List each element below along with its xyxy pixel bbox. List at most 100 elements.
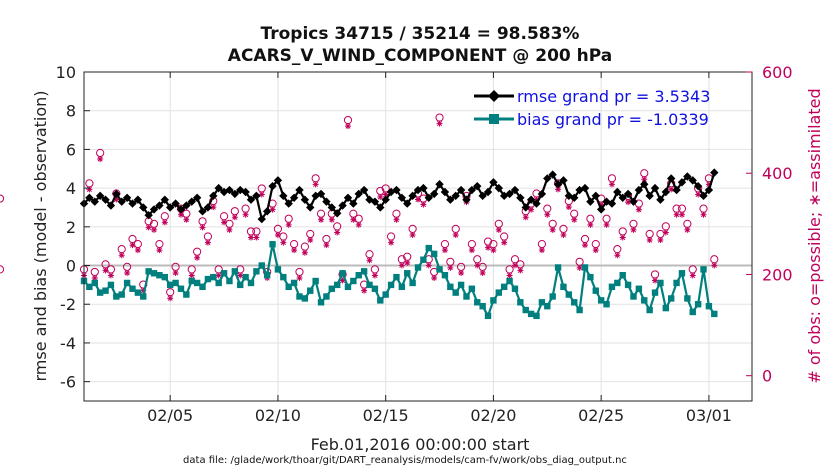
bias-point-76	[490, 297, 497, 304]
obs-assimilated-point-8	[124, 269, 131, 276]
bias-point-80	[511, 285, 519, 292]
bias-point-65	[430, 250, 438, 258]
bias-point-107	[657, 279, 664, 287]
x-tick-label-2: 02/15	[363, 406, 409, 425]
rmse-point-112	[683, 172, 692, 181]
rmse-point-60	[403, 199, 412, 208]
bias-point-42	[307, 287, 314, 294]
rmse-point-47	[332, 209, 342, 218]
obs-assimilated-point-48	[339, 277, 346, 284]
bias-point-25	[215, 279, 222, 287]
rmse-point-7	[117, 197, 126, 206]
bias-point-1	[86, 283, 93, 291]
bias-point-114	[694, 301, 702, 308]
bias-point-21	[193, 279, 201, 287]
rmse-point-39	[289, 193, 299, 202]
bias-point-106	[651, 289, 659, 296]
obs-assimilated-point-87	[549, 226, 556, 233]
bias-point-2	[91, 279, 98, 287]
obs-assimilated-point-19	[183, 216, 190, 223]
obs-assimilated-point-25	[215, 272, 222, 279]
bias-point-17	[172, 279, 179, 287]
obs-assimilated-point-77	[495, 226, 502, 233]
obs-assimilated-point-37	[280, 239, 287, 246]
rmse-point-34	[262, 207, 272, 216]
obs-assimilated-point-5	[107, 272, 114, 279]
bias-point-87	[549, 293, 556, 300]
y-tick-label-1: -4	[60, 334, 76, 353]
rmse-point-67	[440, 187, 450, 197]
bias-point-69	[452, 289, 459, 296]
rmse-point-59	[397, 193, 407, 202]
bias-point-59	[398, 283, 406, 291]
rmse-point-93	[580, 183, 590, 193]
rmse-point-65	[429, 189, 439, 199]
rmse-point-11	[139, 203, 148, 212]
bias-point-19	[183, 291, 190, 298]
rmse-point-49	[343, 193, 353, 202]
rmse-point-101	[623, 189, 633, 199]
rmse-point-64	[424, 193, 433, 202]
bias-point-68	[447, 283, 454, 291]
rmse-point-28	[230, 189, 240, 199]
obs-assimilated-point-66	[436, 120, 443, 127]
obs-assimilated-point-49	[344, 123, 351, 130]
rmse-point-44	[316, 189, 326, 199]
obs-assimilated-point-115	[700, 211, 707, 218]
obs-assimilated-point-38	[285, 221, 292, 228]
bias-point-13	[150, 270, 158, 277]
legend: rmse grand pr = 3.5343 bias grand pr = -…	[474, 87, 710, 129]
bias-point-43	[312, 277, 319, 285]
y-axis-right-ticks: 0 200 400 600	[746, 63, 793, 386]
x-tick-label-1: 02/10	[255, 406, 301, 425]
rmse-point-89	[559, 176, 568, 185]
bias-point-70	[457, 281, 465, 289]
obs-assimilated-point-107	[657, 237, 664, 244]
bias-point-56	[382, 291, 389, 298]
bias-point-34	[263, 272, 271, 279]
y-axis-right-label: # of obs: o=possible; ∗=assimilated	[805, 88, 824, 383]
obs-assimilated-point-30	[242, 211, 249, 218]
rmse-point-23	[203, 203, 213, 212]
obs-assimilated-point-111	[678, 211, 685, 218]
obs-assimilated-point-95	[592, 247, 599, 254]
bias-point-7	[118, 291, 125, 298]
legend-bias-marker	[489, 114, 499, 124]
obs-assimilated-point-74	[479, 269, 486, 276]
y-tick-label-3: 0	[66, 257, 76, 276]
bias-point-116	[705, 302, 713, 310]
bias-point-63	[420, 256, 427, 263]
bias-point-38	[285, 283, 292, 291]
obs-assimilated-point-103	[635, 206, 642, 213]
rmse-point-111	[677, 178, 687, 187]
obs-assimilated-point-28	[231, 214, 238, 221]
rmse-point-66	[435, 180, 444, 189]
obs-assimilated-point-17	[172, 269, 179, 276]
bias-point-60	[404, 270, 411, 277]
obs-assimilated-point-93	[582, 242, 588, 249]
bias-point-89	[560, 283, 567, 291]
rmse-point-115	[699, 191, 708, 201]
rmse-point-95	[591, 191, 600, 201]
bias-point-58	[393, 273, 400, 281]
rmse-series	[79, 168, 719, 224]
bias-point-66	[436, 266, 443, 273]
bias-point-27	[226, 277, 233, 285]
bias-point-101	[624, 281, 632, 289]
obs-assimilated-point-114	[695, 191, 702, 198]
bias-point-62	[414, 264, 422, 271]
obs-assimilated-point-85	[538, 247, 545, 254]
x-tick-label-3: 02/20	[470, 406, 516, 425]
obs-assimilated-point-112	[684, 226, 691, 233]
bias-point-85	[538, 299, 546, 306]
bias-point-100	[619, 272, 626, 279]
obs-assimilated-point-59	[398, 262, 405, 269]
y-right-tick-label-0: 0	[762, 367, 772, 386]
obs-assimilated-point-22	[199, 224, 206, 231]
rmse-point-19	[182, 201, 191, 210]
bias-point-50	[350, 277, 357, 285]
obs-assimilated-point-75	[485, 244, 492, 251]
bias-point-75	[484, 312, 492, 320]
obs-assimilated-point-29	[237, 272, 244, 279]
bias-point-52	[360, 268, 368, 275]
